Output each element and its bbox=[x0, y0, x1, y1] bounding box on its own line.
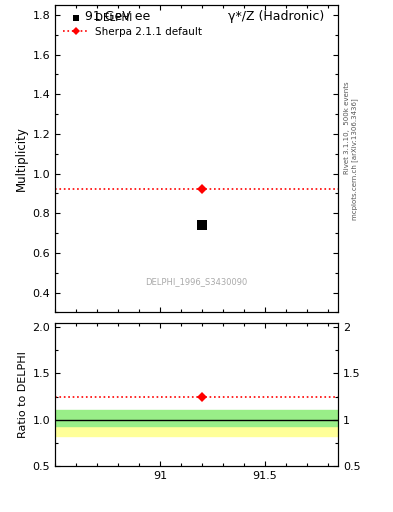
Bar bbox=[55, 426, 338, 436]
Legend: DELPHI, Sherpa 2.1.1 default: DELPHI, Sherpa 2.1.1 default bbox=[60, 10, 205, 40]
Text: mcplots.cern.ch [arXiv:1306.3436]: mcplots.cern.ch [arXiv:1306.3436] bbox=[352, 98, 358, 220]
Y-axis label: Ratio to DELPHI: Ratio to DELPHI bbox=[18, 351, 28, 438]
Bar bbox=[55, 411, 338, 426]
Text: 91 GeV ee: 91 GeV ee bbox=[84, 10, 150, 23]
Text: DELPHI_1996_S3430090: DELPHI_1996_S3430090 bbox=[145, 277, 248, 286]
Text: Rivet 3.1.10,  500k events: Rivet 3.1.10, 500k events bbox=[344, 82, 350, 174]
Text: γ*/Z (Hadronic): γ*/Z (Hadronic) bbox=[228, 10, 324, 23]
Y-axis label: Multiplicity: Multiplicity bbox=[15, 126, 28, 191]
